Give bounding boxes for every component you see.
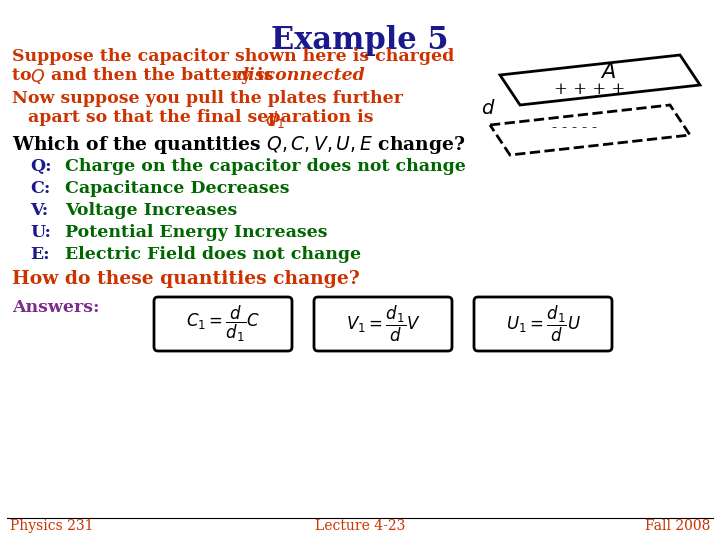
Text: How do these quantities change?: How do these quantities change? <box>12 270 360 288</box>
Text: Voltage Increases: Voltage Increases <box>65 202 238 219</box>
Text: - - - - -: - - - - - <box>552 121 598 135</box>
Text: Fall 2008: Fall 2008 <box>644 519 710 533</box>
Text: + + + +: + + + + <box>554 82 626 98</box>
Polygon shape <box>490 105 690 155</box>
FancyBboxPatch shape <box>154 297 292 351</box>
Text: Now suppose you pull the plates further: Now suppose you pull the plates further <box>12 90 403 107</box>
Text: Lecture 4-23: Lecture 4-23 <box>315 519 405 533</box>
Text: and then the battery is: and then the battery is <box>45 67 279 84</box>
FancyBboxPatch shape <box>474 297 612 351</box>
Text: Answers:: Answers: <box>12 299 99 316</box>
Text: Example 5: Example 5 <box>271 25 449 56</box>
Text: $U_1 = \dfrac{d_1}{d}U$: $U_1 = \dfrac{d_1}{d}U$ <box>505 304 580 344</box>
Text: U:: U: <box>30 224 51 241</box>
Text: to: to <box>12 67 37 84</box>
Text: $V_1 = \dfrac{d_1}{d}V$: $V_1 = \dfrac{d_1}{d}V$ <box>346 304 420 344</box>
Text: $A$: $A$ <box>600 62 616 82</box>
Text: V:: V: <box>30 202 48 219</box>
Text: C:: C: <box>30 180 50 197</box>
Text: Charge on the capacitor does not change: Charge on the capacitor does not change <box>65 158 466 175</box>
FancyBboxPatch shape <box>314 297 452 351</box>
Text: Potential Energy Increases: Potential Energy Increases <box>65 224 328 241</box>
Text: Capacitance Decreases: Capacitance Decreases <box>65 180 289 197</box>
Text: Physics 231: Physics 231 <box>10 519 94 533</box>
Text: Suppose the capacitor shown here is charged: Suppose the capacitor shown here is char… <box>12 48 454 65</box>
Text: $C_1 = \dfrac{d}{d_1}C$: $C_1 = \dfrac{d}{d_1}C$ <box>186 304 260 344</box>
Text: $Q$: $Q$ <box>30 67 45 86</box>
Text: $d$: $d$ <box>480 98 495 118</box>
Text: Electric Field does not change: Electric Field does not change <box>65 246 361 263</box>
Text: E:: E: <box>30 246 50 263</box>
Text: apart so that the final separation is: apart so that the final separation is <box>28 109 379 126</box>
Text: disconnected: disconnected <box>237 67 366 84</box>
Text: Q:: Q: <box>30 158 52 175</box>
Text: Which of the quantities $Q, C, V, U, E$ change?: Which of the quantities $Q, C, V, U, E$ … <box>12 134 466 156</box>
Polygon shape <box>500 55 700 105</box>
Text: $d_1$: $d_1$ <box>265 109 284 130</box>
